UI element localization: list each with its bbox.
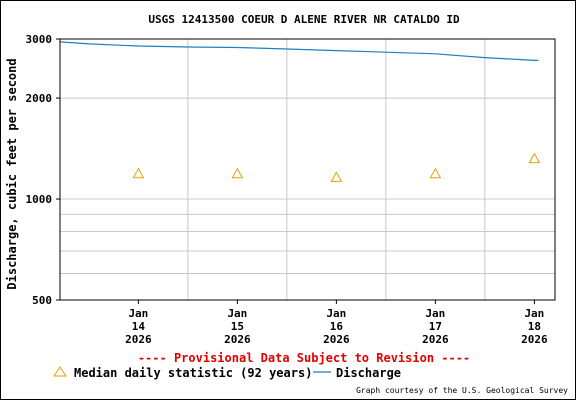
y-tick-label: 3000 — [26, 33, 53, 46]
plot-area-border — [59, 38, 556, 301]
x-tick-label: Jan 17 2026 — [422, 307, 449, 346]
x-tick-label-line: 14 — [132, 320, 146, 333]
y-tick-label: 500 — [32, 294, 52, 307]
gridlines — [60, 38, 555, 301]
x-tick-label-line: Jan — [524, 307, 544, 320]
provisional-notice: ---- Provisional Data Subject to Revisio… — [138, 351, 470, 365]
x-tick-label-line: 18 — [528, 320, 541, 333]
legend-discharge-label: Discharge — [336, 366, 401, 380]
x-tick-label-line: 2026 — [521, 333, 548, 346]
x-tick-label-line: 2026 — [422, 333, 449, 346]
x-tick-label-line: Jan — [128, 307, 148, 320]
y-tick-label: 2000 — [26, 92, 53, 105]
median-triangle-point — [528, 152, 541, 164]
y-axis-label: Discharge, cubic feet per second — [5, 58, 19, 289]
x-tick-label: Jan 15 2026 — [224, 307, 251, 346]
y-axis-ticks: 500 1000 2000 3000 — [26, 33, 60, 307]
x-tick-label: Jan 18 2026 — [521, 307, 548, 346]
chart-title: USGS 12413500 COEUR D ALENE RIVER NR CAT… — [148, 13, 460, 26]
x-tick-label-line: 17 — [429, 320, 442, 333]
x-tick-label: Jan 14 2026 — [125, 307, 152, 346]
x-tick-label-line: Jan — [227, 307, 247, 320]
legend-median-label: Median daily statistic (92 years) — [74, 366, 312, 380]
legend-median-triangle-icon — [53, 366, 67, 377]
median-triangle-point — [231, 167, 244, 179]
x-tick-label-line: Jan — [326, 307, 346, 320]
discharge-line — [59, 41, 539, 61]
x-tick-label-line: Jan — [425, 307, 445, 320]
x-tick-label-line: 2026 — [224, 333, 251, 346]
x-tick-label-line: 15 — [231, 320, 244, 333]
x-tick-label-line: 2026 — [323, 333, 350, 346]
data-series — [59, 41, 541, 182]
y-tick-label: 1000 — [26, 193, 53, 206]
x-tick-label: Jan 16 2026 — [323, 307, 350, 346]
credit-text: Graph courtesy of the U.S. Geological Su… — [356, 386, 568, 395]
x-tick-label-line: 16 — [330, 320, 344, 333]
x-tick-label-line: 2026 — [125, 333, 152, 346]
median-triangle-point — [429, 167, 442, 179]
median-triangle-point — [132, 167, 145, 179]
median-triangle-point — [330, 171, 343, 182]
legend: Median daily statistic (92 years) Discha… — [53, 366, 401, 380]
